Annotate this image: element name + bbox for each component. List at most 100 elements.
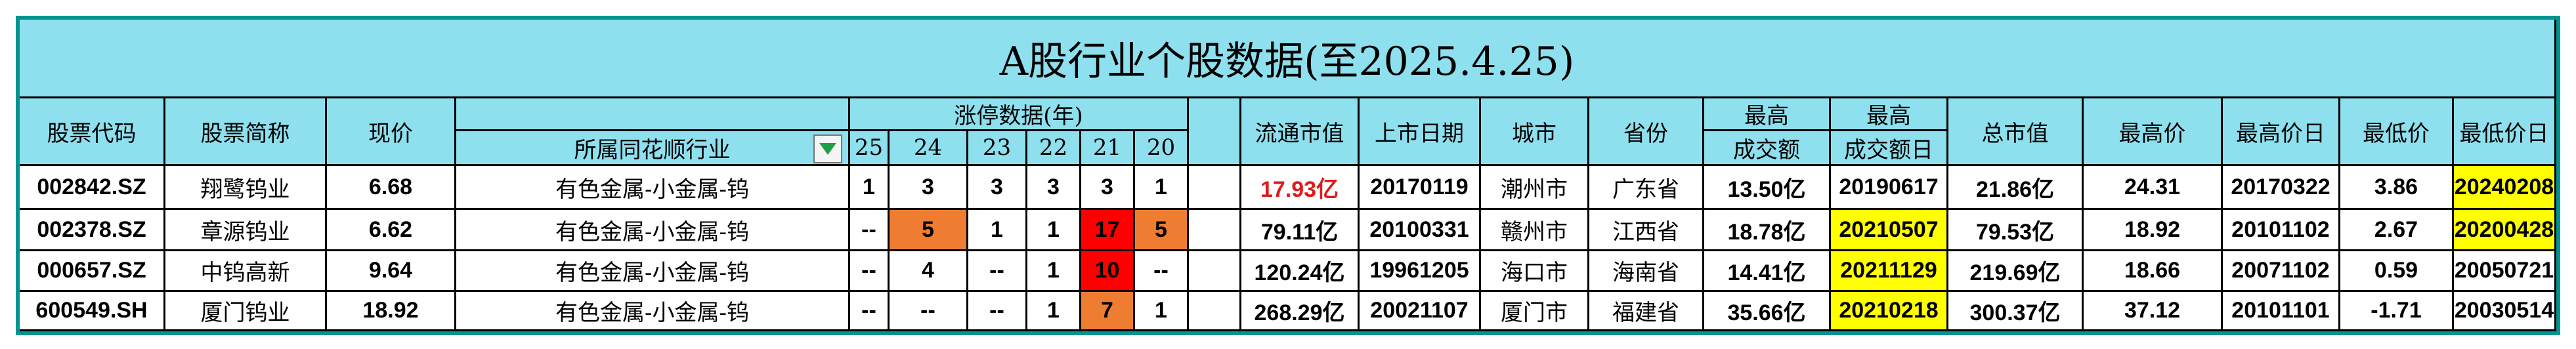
cell-city: 赣州市 — [1481, 210, 1589, 251]
header-high-price-date: 最高价日 — [2223, 98, 2340, 166]
cell-max-turnover-date: 20211129 — [1831, 251, 1948, 292]
cell-high-price: 18.66 — [2084, 251, 2223, 292]
cell-province: 福建省 — [1589, 292, 1704, 331]
cell-limit-23: 3 — [968, 166, 1027, 210]
cell-limit-21: 10 — [1081, 251, 1135, 292]
cell-limit-21: 7 — [1081, 292, 1135, 331]
cell-stock-name: 翔鹭钨业 — [165, 166, 327, 210]
cell-stock-code: 600549.SH — [20, 292, 165, 331]
cell-max-turnover-date: 20190617 — [1831, 166, 1948, 210]
cell-low-price-date: 20050721 — [2454, 251, 2556, 292]
cell-limit-20: -- — [1135, 251, 1189, 292]
header-max-turnover-1: 最高 — [1704, 98, 1831, 131]
cell-high-price: 18.92 — [2084, 210, 2223, 251]
header-float-mcap: 流通市值 — [1241, 98, 1360, 166]
cell-price: 6.62 — [327, 210, 456, 251]
cell-limit-24: 4 — [890, 251, 968, 292]
cell-province: 江西省 — [1589, 210, 1704, 251]
cell-spacer — [1189, 166, 1241, 210]
cell-limit-24: 3 — [890, 166, 968, 210]
header-max-turnover-day-1: 最高 — [1831, 98, 1948, 131]
cell-low-price-date: 20030514 — [2454, 292, 2556, 331]
cell-limit-23: -- — [968, 292, 1027, 331]
cell-industry: 有色金属-小金属-钨 — [456, 292, 850, 331]
cell-low-price-date: 20200428 — [2454, 210, 2556, 251]
cell-city: 潮州市 — [1481, 166, 1589, 210]
cell-limit-25: -- — [850, 251, 890, 292]
cell-limit-20: 1 — [1135, 292, 1189, 331]
cell-max-turnover: 35.66亿 — [1704, 292, 1831, 331]
header-price: 现价 — [327, 98, 456, 166]
cell-spacer — [1189, 292, 1241, 331]
cell-high-price: 37.12 — [2084, 292, 2223, 331]
cell-stock-code: 002378.SZ — [20, 210, 165, 251]
spreadsheet-table: A股行业个股数据(至2025.4.25) 股票代码 股票简称 现价 流通市值 上市日期 城市… — [16, 16, 2560, 335]
cell-price: 18.92 — [327, 292, 456, 331]
header-year-25: 25 — [850, 131, 890, 166]
cell-spacer — [1189, 251, 1241, 292]
header-max-turnover-day-2: 成交额日 — [1831, 131, 1948, 166]
cell-limit-24: -- — [890, 292, 968, 331]
cell-province: 海南省 — [1589, 251, 1704, 292]
header-low-price-date: 最低价日 — [2454, 98, 2556, 166]
cell-limit-21: 3 — [1081, 166, 1135, 210]
cell-limit-25: -- — [850, 292, 890, 331]
cell-stock-name: 厦门钨业 — [165, 292, 327, 331]
header-year-24: 24 — [890, 131, 968, 166]
cell-limit-20: 5 — [1135, 210, 1189, 251]
header-year-22: 22 — [1027, 131, 1081, 166]
cell-limit-22: 1 — [1027, 292, 1081, 331]
cell-high-price: 24.31 — [2084, 166, 2223, 210]
cell-listing-date: 19961205 — [1360, 251, 1481, 292]
header-industry: 所属同花顺行业 — [456, 131, 850, 166]
header-limit-up: 涨停数据(年) — [850, 98, 1189, 131]
cell-total-mcap: 300.37亿 — [1948, 292, 2084, 331]
cell-max-turnover: 13.50亿 — [1704, 166, 1831, 210]
cell-max-turnover: 14.41亿 — [1704, 251, 1831, 292]
header-total-mcap: 总市值 — [1948, 98, 2084, 166]
cell-low-price: 3.86 — [2340, 166, 2454, 210]
cell-province: 广东省 — [1589, 166, 1704, 210]
cell-stock-code: 002842.SZ — [20, 166, 165, 210]
cell-industry: 有色金属-小金属-钨 — [456, 210, 850, 251]
header-year-20: 20 — [1135, 131, 1189, 166]
header-max-turnover-2: 成交额 — [1704, 131, 1831, 166]
cell-listing-date: 20021107 — [1360, 292, 1481, 331]
cell-listing-date: 20100331 — [1360, 210, 1481, 251]
header-high-price: 最高价 — [2084, 98, 2223, 166]
cell-city: 厦门市 — [1481, 292, 1589, 331]
cell-high-price-date: 20101102 — [2223, 210, 2340, 251]
cell-high-price-date: 20170322 — [2223, 166, 2340, 210]
cell-limit-22: 1 — [1027, 210, 1081, 251]
header-stock-name: 股票简称 — [165, 98, 327, 166]
cell-limit-25: -- — [850, 210, 890, 251]
cell-limit-23: -- — [968, 251, 1027, 292]
cell-max-turnover-date: 20210218 — [1831, 292, 1948, 331]
cell-low-price: 0.59 — [2340, 251, 2454, 292]
table-title: A股行业个股数据(至2025.4.25) — [20, 20, 2556, 98]
cell-max-turnover: 18.78亿 — [1704, 210, 1831, 251]
cell-limit-22: 1 — [1027, 251, 1081, 292]
header-province: 省份 — [1589, 98, 1704, 166]
cell-total-mcap: 219.69亿 — [1948, 251, 2084, 292]
cell-city: 海口市 — [1481, 251, 1589, 292]
header-city: 城市 — [1481, 98, 1589, 166]
header-stock-code: 股票代码 — [20, 98, 165, 166]
cell-stock-code: 000657.SZ — [20, 251, 165, 292]
cell-price: 9.64 — [327, 251, 456, 292]
cell-industry: 有色金属-小金属-钨 — [456, 166, 850, 210]
filter-dropdown-icon[interactable] — [813, 134, 842, 163]
cell-total-mcap: 21.86亿 — [1948, 166, 2084, 210]
cell-limit-20: 1 — [1135, 166, 1189, 210]
header-year-23: 23 — [968, 131, 1027, 166]
cell-limit-22: 3 — [1027, 166, 1081, 210]
cell-listing-date: 20170119 — [1360, 166, 1481, 210]
cell-high-price-date: 20101101 — [2223, 292, 2340, 331]
cell-float-mcap: 120.24亿 — [1241, 251, 1360, 292]
cell-limit-23: 1 — [968, 210, 1027, 251]
cell-low-price: 2.67 — [2340, 210, 2454, 251]
cell-limit-24: 5 — [890, 210, 968, 251]
cell-max-turnover-date: 20210507 — [1831, 210, 1948, 251]
header-spacer — [1189, 98, 1241, 166]
cell-total-mcap: 79.53亿 — [1948, 210, 2084, 251]
